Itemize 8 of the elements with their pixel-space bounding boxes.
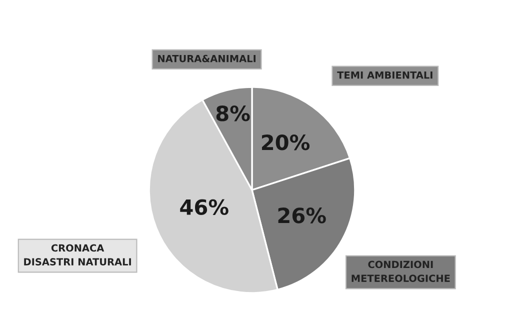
slice-label: CONDIZIONI METEREOLOGICHE (352, 260, 450, 282)
slice-label: CRONACA DISASTRI NATURALI (24, 244, 131, 266)
data-label: 26% (278, 208, 326, 224)
data-label: 20% (262, 134, 310, 150)
slice-label: NATURA&ANIMALI (158, 54, 256, 62)
data-label: 8% (216, 106, 250, 122)
data-label: 46% (180, 199, 228, 215)
slice-label: TEMI AMBIENTALI (337, 71, 432, 79)
